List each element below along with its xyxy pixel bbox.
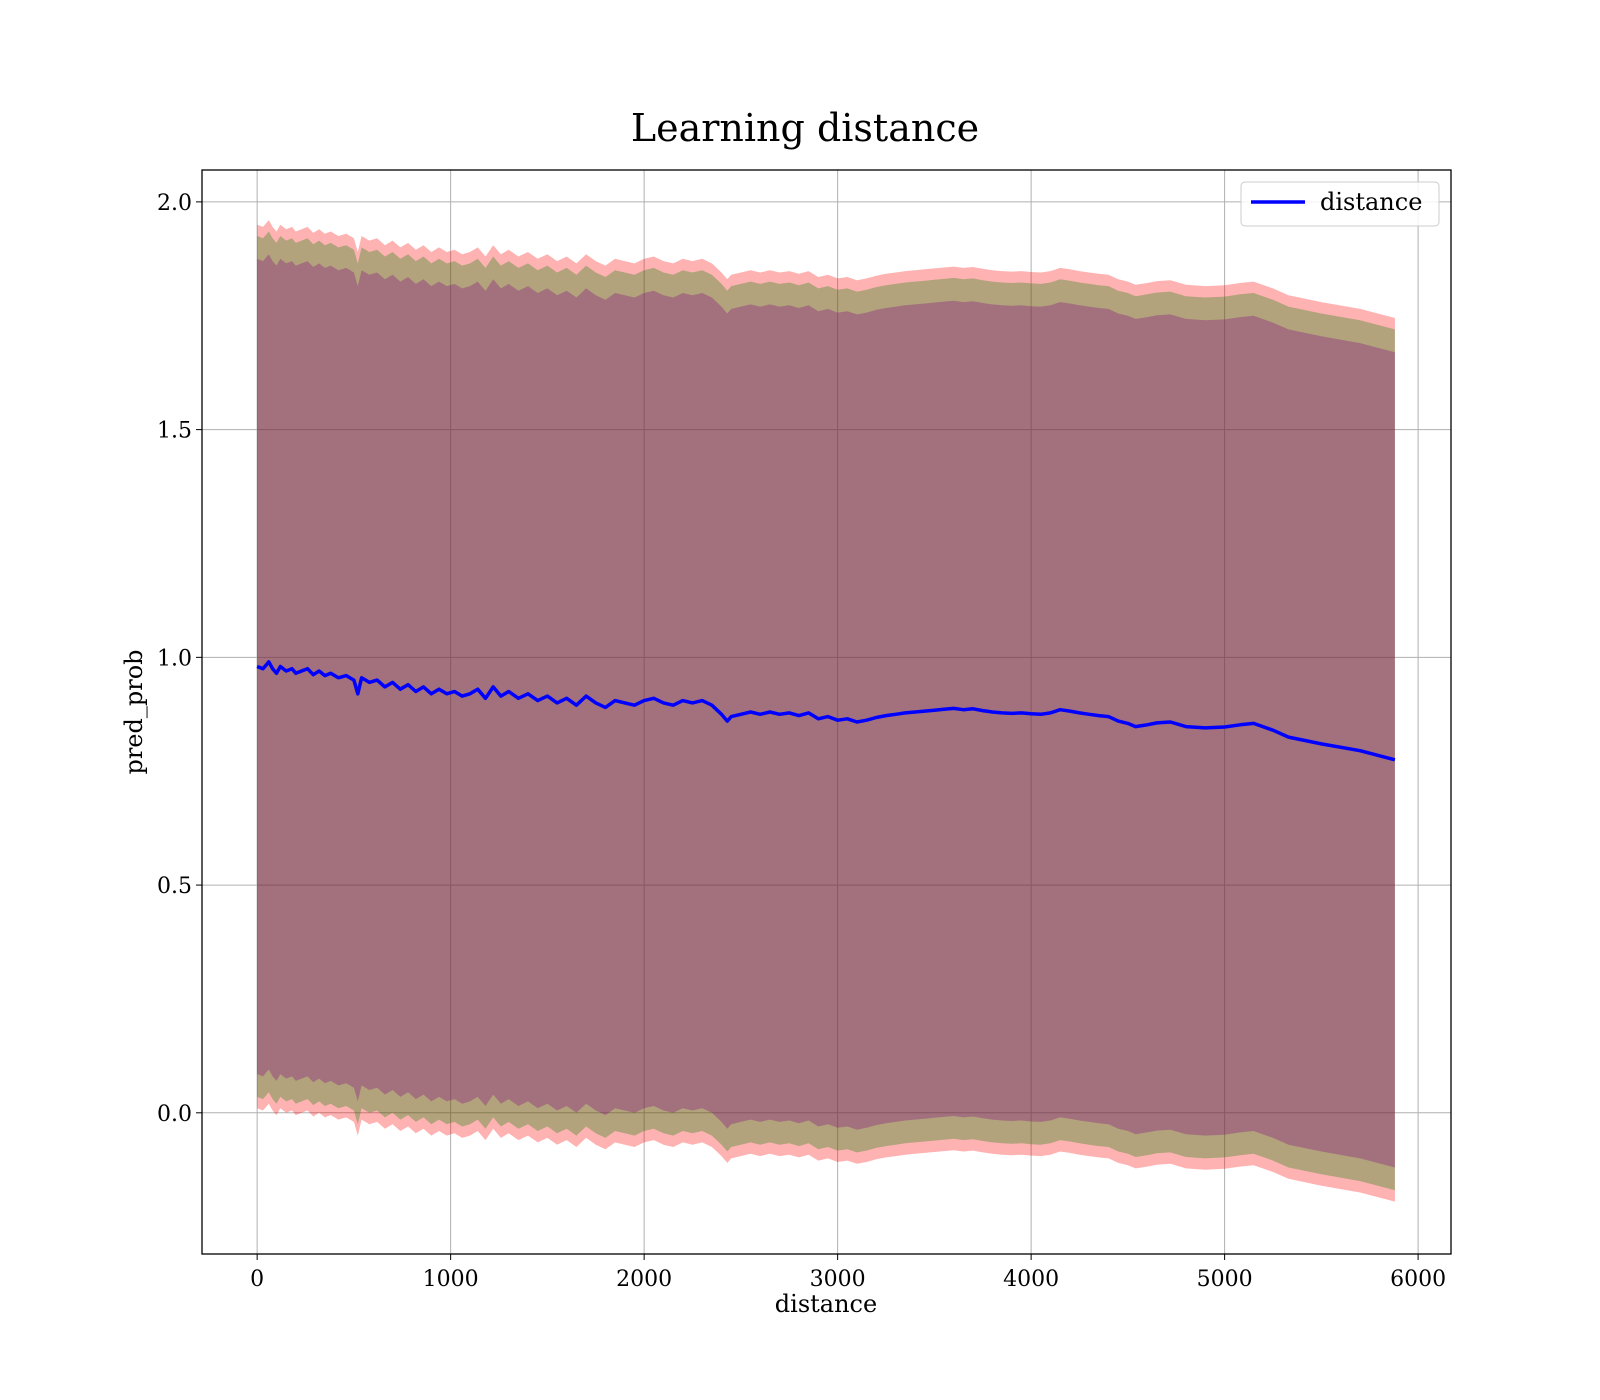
legend: distance: [1240, 181, 1440, 227]
y-tick-label: 1.5: [157, 419, 192, 444]
plot-frame: [201, 169, 1452, 1255]
chart-title: Learning distance: [631, 106, 979, 150]
series-line-distance: [256, 660, 1396, 762]
y-tick-label: 0.0: [157, 1102, 192, 1127]
x-tick-label: 1000: [423, 1267, 479, 1292]
band-3: [257, 254, 1395, 1168]
x-tick-label: 6000: [1390, 1267, 1446, 1292]
y-tick-label: 1.0: [157, 646, 192, 671]
band-2: [257, 231, 1395, 1191]
x-tick-label: 2000: [616, 1267, 672, 1292]
x-tick-label: 5000: [1197, 1267, 1253, 1292]
y-axis-label: pred_prob: [120, 649, 148, 774]
uncertainty-bands: [257, 220, 1395, 1202]
series-lines: [256, 660, 1396, 762]
x-tick-label: 4000: [1003, 1267, 1059, 1292]
x-tick-label: 3000: [810, 1267, 866, 1292]
x-tick-label: 0: [250, 1267, 264, 1292]
grid: [202, 170, 1451, 1254]
x-axis-label: distance: [775, 1290, 877, 1318]
legend-box: [1240, 181, 1440, 227]
band-1: [257, 220, 1395, 1202]
y-tick-label: 0.5: [157, 874, 192, 899]
legend-entry-label: distance: [1320, 188, 1422, 216]
ticks: 0 1000 2000 3000 4000 5000 6000 0.0 0.5 1.0 1.5 2.0: [157, 191, 1446, 1292]
y-tick-label: 2.0: [157, 191, 192, 216]
